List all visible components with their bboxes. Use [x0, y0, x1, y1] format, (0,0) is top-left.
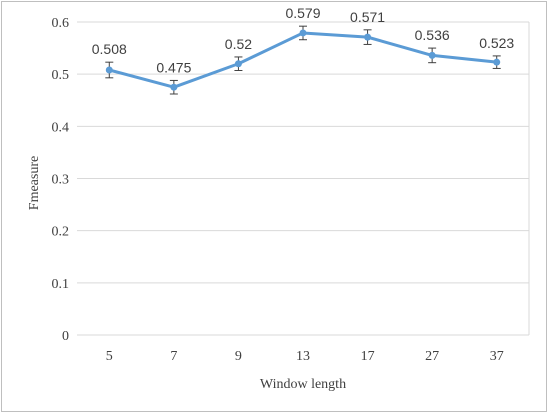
axes: 0 0.1 0.2 0.3 0.4 0.5 0.6 5 7 9 13 17 27 37 — [52, 16, 529, 364]
data-label-5: 0.536 — [415, 27, 450, 43]
gridlines — [77, 21, 530, 335]
y-axis-title: Fmeasure — [27, 156, 42, 210]
data-point-5 — [428, 51, 436, 59]
data-label-0: 0.508 — [92, 41, 127, 57]
x-tick-label-1: 7 — [170, 349, 177, 364]
x-tick-label-5: 27 — [425, 349, 439, 364]
data-point-1 — [170, 83, 178, 91]
y-tick-label-6: 0.6 — [52, 16, 70, 31]
x-tick-label-4: 17 — [361, 349, 375, 364]
x-tick-label-2: 9 — [235, 349, 242, 364]
x-tick-label-3: 13 — [296, 349, 310, 364]
data-point-6 — [493, 58, 501, 66]
y-tick-label-1: 0.1 — [52, 277, 70, 292]
data-label-3: 0.579 — [285, 5, 320, 21]
y-tick-label-5: 0.5 — [52, 68, 70, 83]
x-axis-title: Window length — [260, 377, 346, 392]
y-tick-label-4: 0.4 — [52, 120, 70, 135]
series-layer — [105, 25, 501, 95]
data-point-0 — [105, 66, 113, 74]
x-tick-label-6: 37 — [490, 349, 504, 364]
data-label-6: 0.523 — [479, 35, 514, 51]
data-point-3 — [299, 29, 307, 37]
data-label-2: 0.52 — [225, 36, 252, 52]
y-tick-label-3: 0.3 — [52, 173, 70, 188]
data-labels: 0.508 0.475 0.52 0.579 0.571 0.536 0.523 — [92, 5, 515, 75]
data-label-1: 0.475 — [156, 59, 191, 75]
x-tick-label-0: 5 — [106, 349, 113, 364]
data-point-4 — [364, 33, 372, 41]
data-label-4: 0.571 — [350, 9, 385, 25]
data-point-2 — [234, 60, 242, 68]
y-tick-label-0: 0 — [62, 329, 69, 344]
y-tick-label-2: 0.2 — [52, 225, 70, 240]
